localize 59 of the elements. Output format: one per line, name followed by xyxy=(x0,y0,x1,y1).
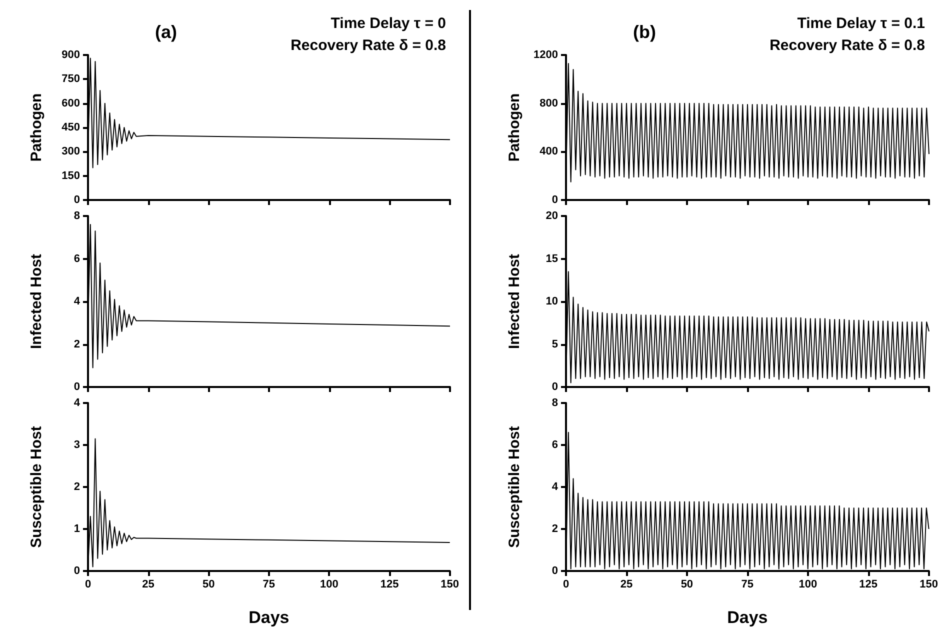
x-tick-label: 50 xyxy=(680,578,694,590)
text: Recovery Rate δ = 0.8 xyxy=(770,37,925,54)
x-tick-label: 100 xyxy=(320,578,338,590)
y-axis-title: Infected Host xyxy=(28,254,45,350)
y-tick-label: 0 xyxy=(552,565,558,577)
y-tick-label: 800 xyxy=(540,97,558,110)
x-axis-title: Days xyxy=(727,608,768,627)
y-axis-title: Pathogen xyxy=(506,93,523,162)
y-tick-label: 4 xyxy=(74,397,81,409)
y-axis-title: Susceptible Host xyxy=(28,426,45,548)
x-tick-label: 25 xyxy=(620,578,633,590)
y-axis-title: Infected Host xyxy=(506,254,523,350)
y-tick-label: 4 xyxy=(552,481,559,493)
y-tick-label: 4 xyxy=(74,296,81,308)
y-tick-label: 600 xyxy=(62,97,80,110)
x-tick-label: 150 xyxy=(920,578,938,590)
x-tick-label: 125 xyxy=(859,578,878,590)
y-tick-label: 10 xyxy=(546,296,558,308)
x-tick-label: 0 xyxy=(84,578,92,590)
x-tick-label: 25 xyxy=(142,578,154,590)
text: Time Delay τ = 0.1 xyxy=(797,15,925,32)
y-tick-label: 0 xyxy=(74,194,80,206)
chart-title: (b) xyxy=(633,22,656,42)
y-tick-label: 1 xyxy=(74,523,80,535)
y-tick-label: 1200 xyxy=(534,49,558,61)
y-tick-label: 0 xyxy=(552,381,558,393)
y-tick-label: 0 xyxy=(552,194,558,206)
y-tick-label: 6 xyxy=(74,252,80,265)
y-tick-label: 15 xyxy=(546,252,558,265)
x-tick-label: 150 xyxy=(440,578,460,590)
y-tick-label: 2 xyxy=(74,338,80,350)
y-tick-label: 6 xyxy=(552,439,558,451)
x-tick-label: 0 xyxy=(562,578,570,590)
y-tick-label: 5 xyxy=(552,338,558,350)
y-tick-label: 750 xyxy=(62,73,80,86)
x-axis-title: Days xyxy=(248,608,290,627)
y-tick-label: 2 xyxy=(74,481,80,493)
x-tick-label: 125 xyxy=(380,578,399,590)
y-tick-label: 400 xyxy=(540,146,558,158)
y-tick-label: 0 xyxy=(74,565,80,577)
x-tick-label: 75 xyxy=(741,578,754,590)
y-tick-label: 0 xyxy=(74,381,80,393)
y-tick-label: 8 xyxy=(552,397,558,409)
y-tick-label: 300 xyxy=(62,146,80,158)
y-axis-title: Pathogen xyxy=(28,93,45,162)
y-axis-title: Susceptible Host xyxy=(506,426,523,548)
y-tick-label: 450 xyxy=(62,122,80,134)
text: Time Delay τ = 0 xyxy=(330,15,446,32)
x-tick-label: 100 xyxy=(798,578,818,590)
y-tick-label: 900 xyxy=(62,49,80,61)
y-tick-label: 2 xyxy=(552,523,558,535)
y-tick-label: 8 xyxy=(74,210,80,222)
y-tick-label: 150 xyxy=(62,170,80,182)
y-tick-label: 20 xyxy=(546,210,558,222)
x-tick-label: 75 xyxy=(262,578,276,590)
text: Recovery Rate δ = 0.8 xyxy=(290,37,446,54)
y-tick-label: 3 xyxy=(74,439,80,451)
chart-title: (a) xyxy=(155,22,178,42)
x-tick-label: 50 xyxy=(202,578,215,590)
